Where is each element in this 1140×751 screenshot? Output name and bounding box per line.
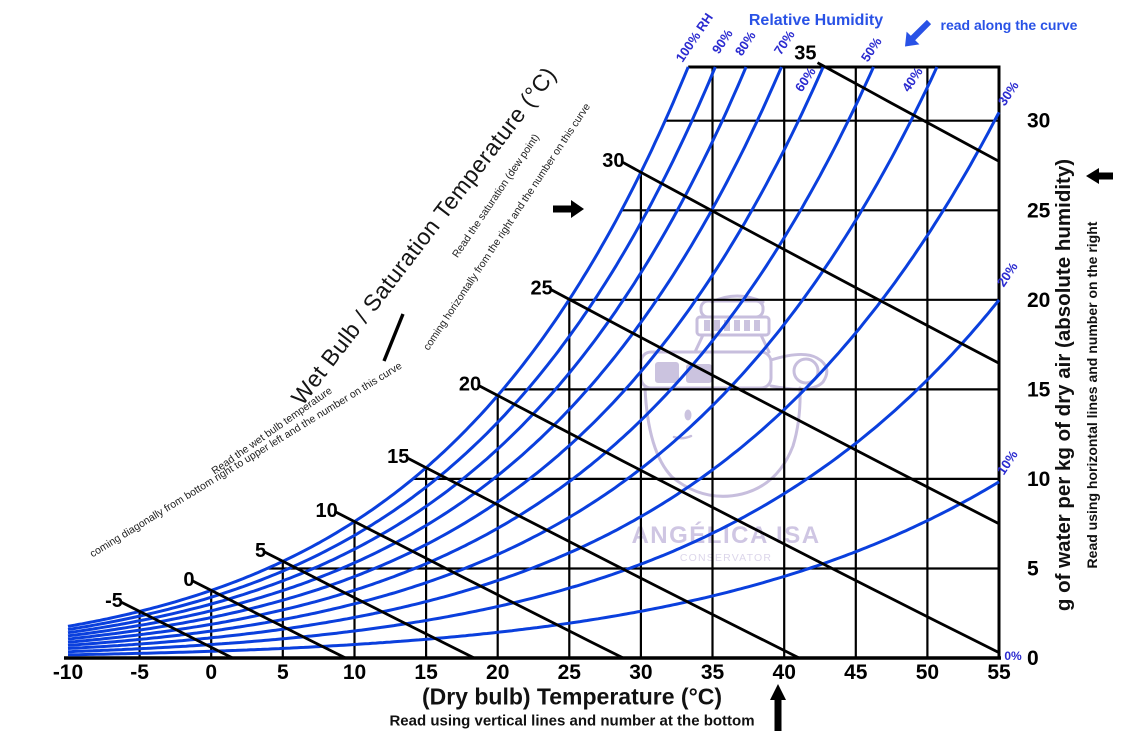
axis-frame (64, 65, 1001, 660)
wet-bulb-line-35 (816, 61, 1000, 163)
read-along-curve-note: read along the curve (940, 17, 1078, 33)
rh-curve-50 (67, 66, 875, 644)
rh-curve-60 (67, 66, 825, 641)
wet-bulb-label-35: 35 (794, 43, 816, 65)
dew-point-right-arrow-icon (553, 200, 584, 218)
wet-bulb-line-20 (478, 384, 1000, 654)
x-tick-label-20: 20 (486, 661, 509, 684)
wet-bulb-label-30: 30 (602, 150, 624, 172)
wet-bulb-label-15: 15 (387, 446, 409, 468)
x-tick-label-10: 10 (343, 661, 366, 684)
y-tick-label-0: 0 (1027, 647, 1039, 670)
x-axis-label: (Dry bulb) Temperature (°C) (421, 683, 723, 710)
wet-bulb-label-5: 5 (255, 540, 266, 562)
read-along-curve-arrow-icon (905, 19, 932, 47)
rh-curve-70 (67, 66, 783, 638)
rh-label-50: 50% (858, 34, 885, 64)
wet-bulb-line-10 (335, 510, 624, 660)
wet-bulb-label-10: 10 (316, 500, 338, 522)
wet-bulb-line-5 (263, 550, 475, 660)
rh-curve-40 (67, 66, 939, 647)
x-tick-label-35: 35 (701, 661, 725, 684)
wet-bulb-label-20: 20 (459, 374, 481, 396)
x-tick-label-5: 5 (277, 661, 289, 684)
arrows (553, 19, 1113, 731)
rh-curve-80 (67, 66, 748, 635)
wet-bulb-label--5: -5 (105, 590, 123, 612)
y-tick-label-15: 15 (1027, 378, 1051, 401)
y-tick-label-10: 10 (1027, 468, 1050, 491)
y-tick-label-20: 20 (1027, 289, 1050, 312)
x-tick-label--5: -5 (130, 661, 149, 684)
watermark-subtitle: CONSERVATOR (680, 552, 772, 564)
wet-bulb-line-15 (406, 456, 800, 660)
x-tick-label-50: 50 (916, 661, 939, 684)
rh-curve-20 (67, 299, 1001, 654)
rh-label-80: 80% (732, 28, 759, 58)
relative-humidity-header: Relative Humidity (748, 12, 884, 29)
y-axis-label: g of water per kg of dry air (absolute h… (1052, 158, 1075, 612)
wet-bulb-label-25: 25 (531, 278, 553, 300)
wet-bulb-line--5 (120, 600, 234, 660)
x-tick-label-15: 15 (414, 661, 438, 684)
x-axis-instruction: Read using vertical lines and number at … (389, 712, 755, 730)
wet-bulb-line-30 (621, 160, 1000, 365)
rh-curve-10 (68, 480, 1000, 657)
rh-label-0: 0% (1004, 649, 1022, 663)
x-tick-label--10: -10 (53, 661, 83, 684)
rh-curve-100 (67, 66, 690, 628)
wet-bulb-line-25 (550, 288, 1000, 525)
x-tick-label-40: 40 (773, 661, 796, 684)
rh-label-60: 60% (792, 64, 819, 94)
rh-curves (67, 66, 1001, 657)
rh-curve-90 (67, 66, 717, 631)
y-tick-label-30: 30 (1027, 110, 1050, 133)
rh-label-40: 40% (899, 64, 926, 94)
x-tick-label-0: 0 (205, 661, 217, 684)
temperature-up-arrow-icon (770, 684, 786, 731)
x-tick-label-45: 45 (844, 661, 868, 684)
humidity-left-arrow-icon (1086, 168, 1113, 184)
rh-label-90: 90% (709, 26, 736, 56)
wet-bulb-label-0: 0 (183, 569, 194, 591)
wet-bulb-line-0 (191, 579, 347, 660)
x-tick-label-30: 30 (629, 661, 652, 684)
y-tick-label-5: 5 (1027, 558, 1039, 581)
y-tick-label-25: 25 (1027, 199, 1051, 222)
x-tick-label-55: 55 (987, 661, 1011, 684)
rh-label-100: 100% RH (672, 10, 716, 65)
rh-curve-30 (67, 111, 1001, 650)
x-tick-label-25: 25 (558, 661, 582, 684)
wet-bulb-lines: -5 0 5 10 15 20 25 30 35 (105, 43, 1000, 660)
annotation-divider-slash (382, 313, 405, 362)
y-axis-instruction: Read using horizontal lines and number o… (1084, 221, 1100, 569)
